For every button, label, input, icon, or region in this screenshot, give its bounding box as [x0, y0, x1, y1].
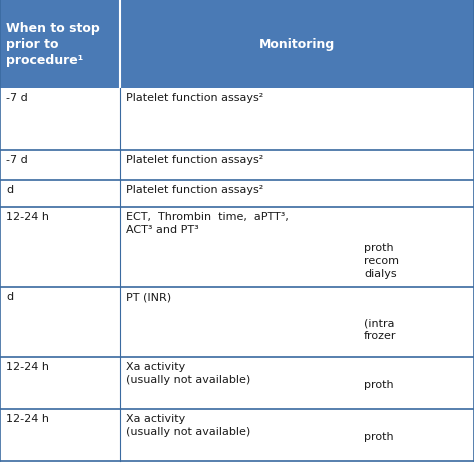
Text: -7 d: -7 d — [6, 155, 28, 165]
Text: d: d — [6, 185, 13, 195]
Text: proth: proth — [364, 381, 393, 391]
Text: Platelet function assays²: Platelet function assays² — [126, 155, 263, 165]
Text: When to stop
prior to
procedure¹: When to stop prior to procedure¹ — [6, 21, 100, 66]
Text: 12-24 h: 12-24 h — [6, 414, 49, 424]
Bar — [0, 409, 474, 461]
Text: PT (INR): PT (INR) — [126, 292, 171, 302]
Text: Platelet function assays²: Platelet function assays² — [126, 93, 263, 103]
Bar — [0, 357, 474, 409]
Bar — [0, 287, 474, 357]
Text: proth: proth — [364, 432, 393, 442]
Bar — [0, 88, 474, 150]
Text: Platelet function assays²: Platelet function assays² — [126, 185, 263, 195]
Text: proth
recom
dialys: proth recom dialys — [364, 243, 399, 279]
Text: 12-24 h: 12-24 h — [6, 212, 49, 222]
Bar — [0, 150, 474, 180]
Text: Xa activity
(usually not available): Xa activity (usually not available) — [126, 414, 250, 437]
Text: d: d — [6, 292, 13, 302]
Bar — [0, 0, 474, 88]
Text: -7 d: -7 d — [6, 93, 28, 103]
Text: Monitoring: Monitoring — [259, 37, 335, 51]
Bar — [0, 180, 474, 207]
Text: 12-24 h: 12-24 h — [6, 362, 49, 372]
Text: Xa activity
(usually not available): Xa activity (usually not available) — [126, 362, 250, 385]
Text: ECT,  Thrombin  time,  aPTT³,
ACT³ and PT³: ECT, Thrombin time, aPTT³, ACT³ and PT³ — [126, 212, 289, 235]
Text: (intra
frozer: (intra frozer — [364, 319, 396, 341]
Bar — [0, 207, 474, 287]
